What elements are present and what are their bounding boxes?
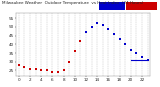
Point: [129, 49, 132, 50]
Point: [90, 26, 93, 28]
Point: [146, 59, 149, 61]
Point: [96, 23, 98, 24]
Point: [62, 70, 65, 71]
Point: [129, 49, 132, 50]
Point: [107, 28, 110, 29]
Point: [73, 51, 76, 52]
Point: [51, 72, 54, 73]
Text: Milwaukee Weather  Outdoor Temperature  vs Heat Index  (24 Hours): Milwaukee Weather Outdoor Temperature vs…: [2, 1, 143, 5]
Point: [45, 70, 48, 71]
Point: [101, 25, 104, 26]
Point: [124, 44, 126, 45]
Point: [96, 23, 98, 24]
Point: [85, 31, 87, 33]
Point: [23, 66, 26, 68]
Point: [79, 40, 82, 42]
Point: [18, 65, 20, 66]
Point: [135, 52, 138, 54]
Point: [135, 52, 138, 54]
Point: [141, 56, 143, 57]
Point: [29, 68, 31, 69]
Point: [40, 70, 43, 71]
Point: [146, 59, 149, 61]
Point: [85, 31, 87, 33]
Point: [57, 72, 59, 73]
Point: [101, 25, 104, 26]
Point: [113, 33, 115, 35]
Point: [68, 61, 70, 62]
Point: [118, 38, 121, 40]
Point: [107, 28, 110, 29]
Point: [118, 38, 121, 40]
Point: [113, 33, 115, 35]
Point: [34, 68, 37, 69]
Point: [124, 44, 126, 45]
Point: [90, 26, 93, 28]
Point: [141, 56, 143, 57]
